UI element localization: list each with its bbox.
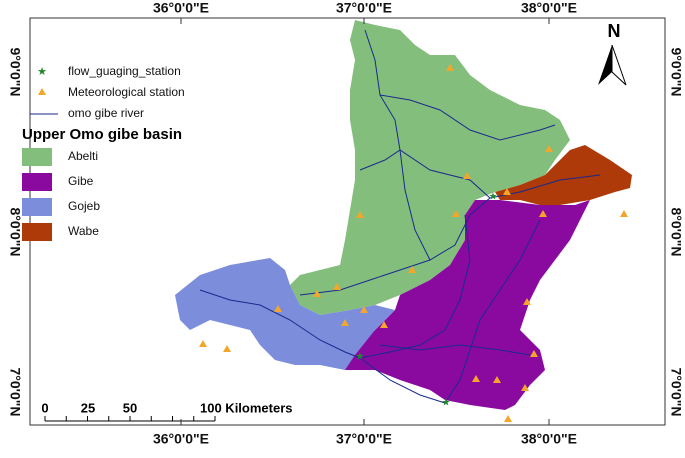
river [359, 149, 491, 199]
river [299, 259, 431, 296]
legend-title: Upper Omo gibe basin [22, 126, 182, 143]
legend-label: Meteorological station [68, 85, 185, 99]
river [444, 219, 541, 404]
latitude-label: 7°0'0"N [668, 367, 684, 416]
legend-swatch [22, 223, 52, 241]
flow-station: ★ [489, 192, 498, 203]
river [199, 289, 361, 359]
basins [175, 20, 632, 410]
latitude-label: 7°0'0"N [7, 367, 23, 416]
rivers [199, 29, 601, 404]
legend-label: Abelti [68, 149, 98, 163]
scale-label: 25 [81, 400, 95, 415]
longitude-label: 38°0'0"E [521, 431, 577, 447]
longitude-label: 36°0'0"E [153, 431, 209, 447]
longitude-label: 38°0'0"E [521, 0, 577, 16]
scale-bar: 0 25 50 100 Kilometers [41, 400, 293, 422]
legend-label: flow_guaging_station [68, 64, 181, 78]
river [359, 357, 446, 404]
basin [290, 20, 570, 315]
legend-swatch [22, 198, 52, 216]
river [379, 94, 556, 141]
flow-station: ★ [442, 398, 451, 409]
scale-label: 0 [41, 400, 48, 415]
legend-label: Gojeb [68, 199, 100, 213]
legend-label: Gibe [68, 174, 94, 188]
basin [345, 200, 590, 410]
latitude-label: 8°0'0"N [7, 207, 23, 256]
river [379, 344, 531, 356]
flow-stations: ★ ★ ★ [356, 192, 498, 409]
river [364, 29, 601, 261]
arrow-left [598, 45, 612, 85]
north-label: N [608, 21, 621, 41]
arrow-right [611, 44, 627, 86]
scale-label: 50 [123, 400, 137, 415]
basin [495, 145, 632, 205]
longitude-label: 36°0'0"E [153, 0, 209, 16]
legend-triangle [38, 88, 46, 95]
river [359, 214, 471, 359]
latitude-label: 8°0'0"N [668, 207, 684, 256]
legend-label: Wabe [68, 224, 99, 238]
legend-star: ★ [37, 66, 47, 78]
longitude-label: 37°0'0"E [336, 0, 392, 16]
basin [175, 258, 395, 370]
north-arrow: N [598, 21, 627, 86]
latitude-label: 9°0'0"N [7, 47, 23, 96]
legend-label: omo gibe river [68, 106, 144, 120]
legend-swatch [22, 148, 52, 166]
legend: ★ flow_guaging_station Meteorological st… [22, 64, 185, 143]
legend-swatch [22, 173, 52, 191]
latitude-label: 9°0'0"N [668, 47, 684, 96]
flow-station: ★ [356, 352, 365, 363]
scale-label: 100 Kilometers [200, 400, 293, 415]
longitude-label: 37°0'0"E [336, 431, 392, 447]
